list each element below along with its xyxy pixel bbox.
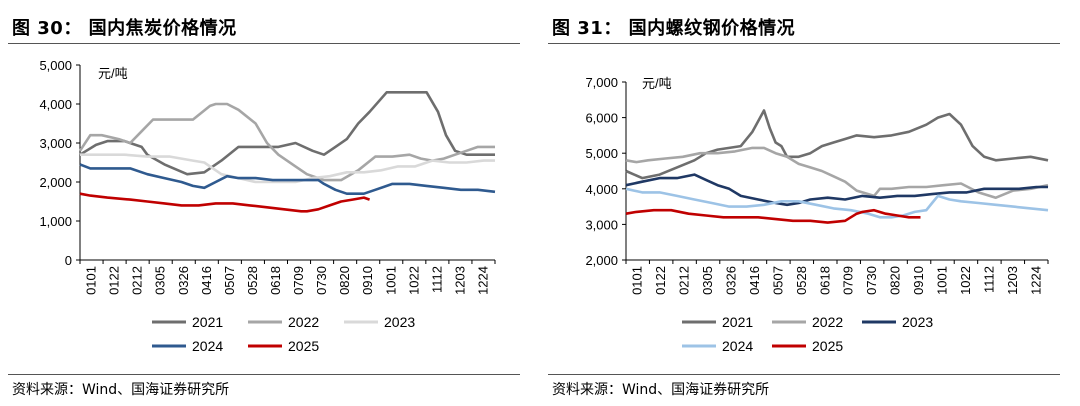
x-tick-label: 0101 bbox=[630, 266, 645, 295]
series-line-2021 bbox=[625, 109, 1049, 180]
y-tick-label: 2,000 bbox=[39, 175, 72, 190]
unit-label: 元/吨 bbox=[98, 66, 128, 81]
x-tick-label: 0122 bbox=[653, 266, 668, 295]
source-divider bbox=[8, 374, 520, 375]
title-divider bbox=[8, 43, 520, 44]
y-tick-label: 1,000 bbox=[39, 214, 72, 229]
x-tick-label: 1203 bbox=[452, 266, 467, 295]
y-tick-label: 3,000 bbox=[39, 136, 72, 151]
legend-label-2023: 2023 bbox=[902, 314, 933, 330]
x-tick-label: 0416 bbox=[747, 266, 762, 295]
y-tick-label: 5,000 bbox=[39, 58, 72, 73]
x-tick-label: 0416 bbox=[199, 266, 214, 295]
source-note: 资料来源：Wind、国海证券研究所 bbox=[552, 382, 770, 398]
x-tick-label: 0730 bbox=[864, 266, 879, 295]
x-tick-label: 0820 bbox=[888, 266, 903, 295]
x-tick-label: 0910 bbox=[911, 266, 926, 295]
y-tick-label: 6,000 bbox=[585, 111, 618, 126]
y-tick-label: 2,000 bbox=[585, 253, 618, 268]
title-divider bbox=[548, 43, 1060, 44]
x-tick-label: 0910 bbox=[360, 266, 375, 295]
unit-label: 元/吨 bbox=[642, 76, 672, 91]
legend-label-2022: 2022 bbox=[288, 314, 319, 330]
legend-label-2021: 2021 bbox=[722, 314, 753, 330]
x-tick-label: 0326 bbox=[724, 266, 739, 295]
x-tick-label: 1112 bbox=[429, 266, 444, 293]
x-tick-label: 0528 bbox=[794, 266, 809, 295]
legend-label-2024: 2024 bbox=[192, 338, 223, 354]
y-tick-label: 3,000 bbox=[585, 217, 618, 232]
source-divider bbox=[548, 374, 1060, 375]
source-note: 资料来源：Wind、国海证券研究所 bbox=[12, 382, 230, 398]
x-tick-label: 0528 bbox=[245, 266, 260, 295]
series-line-2024 bbox=[625, 187, 1049, 219]
chart-panel-rebar: 图 31： 国内螺纹钢价格情况 2,000 3,000 4,000 5,000 6,00… bbox=[540, 0, 1080, 406]
x-tick-label: 0212 bbox=[130, 266, 145, 295]
x-tick-label: 0507 bbox=[770, 266, 785, 295]
figure-title: 图 30： 国内焦炭价格情况 bbox=[12, 18, 237, 39]
x-tick-label: 0730 bbox=[314, 266, 329, 295]
x-tick-label: 0305 bbox=[700, 266, 715, 295]
x-tick-label: 0305 bbox=[153, 266, 168, 295]
x-tick-label: 1112 bbox=[981, 266, 996, 293]
x-tick-label: 0101 bbox=[84, 266, 99, 295]
legend-label-2022: 2022 bbox=[812, 314, 843, 330]
series-line-2023 bbox=[625, 173, 1048, 207]
x-tick-label: 1203 bbox=[1005, 266, 1020, 295]
legend-label-2025: 2025 bbox=[812, 338, 843, 354]
x-tick-label: 0122 bbox=[107, 266, 122, 295]
x-tick-label: 1224 bbox=[475, 266, 490, 295]
x-tick-label: 0820 bbox=[337, 266, 352, 295]
figure-title: 图 31： 国内螺纹钢价格情况 bbox=[552, 18, 796, 39]
x-tick-label: 1022 bbox=[958, 266, 973, 295]
series-line-2025 bbox=[625, 208, 921, 224]
series-line-2023 bbox=[80, 153, 495, 184]
x-tick-label: 0507 bbox=[222, 266, 237, 295]
series-line-2025 bbox=[79, 192, 371, 213]
x-tick-label: 1001 bbox=[935, 266, 950, 295]
x-tick-label: 0709 bbox=[841, 266, 856, 295]
rebar-price-chart: 2,000 3,000 4,000 5,000 6,000 7,000 元/吨 0101 012… bbox=[585, 75, 1049, 354]
x-tick-label: 0326 bbox=[176, 266, 191, 295]
x-tick-label: 1001 bbox=[383, 266, 398, 295]
series-line-2024 bbox=[79, 163, 496, 195]
legend-label-2021: 2021 bbox=[192, 314, 223, 330]
x-tick-label: 0709 bbox=[291, 266, 306, 295]
series-line-2022 bbox=[78, 102, 495, 182]
y-tick-label: 5,000 bbox=[585, 146, 618, 161]
series-line-2021 bbox=[79, 91, 495, 176]
coke-price-chart: 0 1,000 2,000 3,000 4,000 5,000 元/吨 0101 0122 021… bbox=[39, 58, 496, 354]
x-tick-label: 0212 bbox=[677, 266, 692, 295]
x-tick-label: 1224 bbox=[1028, 266, 1043, 295]
x-tick-label: 0618 bbox=[268, 266, 283, 295]
x-tick-label: 0618 bbox=[817, 266, 832, 295]
y-tick-label: 4,000 bbox=[39, 97, 72, 112]
legend-label-2023: 2023 bbox=[384, 314, 415, 330]
y-tick-label: 0 bbox=[65, 253, 72, 268]
legend-label-2024: 2024 bbox=[722, 338, 753, 354]
series-line-2022 bbox=[625, 146, 1049, 199]
legend-label-2025: 2025 bbox=[288, 338, 319, 354]
y-tick-label: 4,000 bbox=[585, 182, 618, 197]
y-tick-label: 7,000 bbox=[585, 75, 618, 90]
chart-panel-coke: 图 30： 国内焦炭价格情况 0 1,000 2,000 3,000 4,000 5,00… bbox=[8, 18, 520, 398]
x-tick-label: 1022 bbox=[406, 266, 421, 295]
